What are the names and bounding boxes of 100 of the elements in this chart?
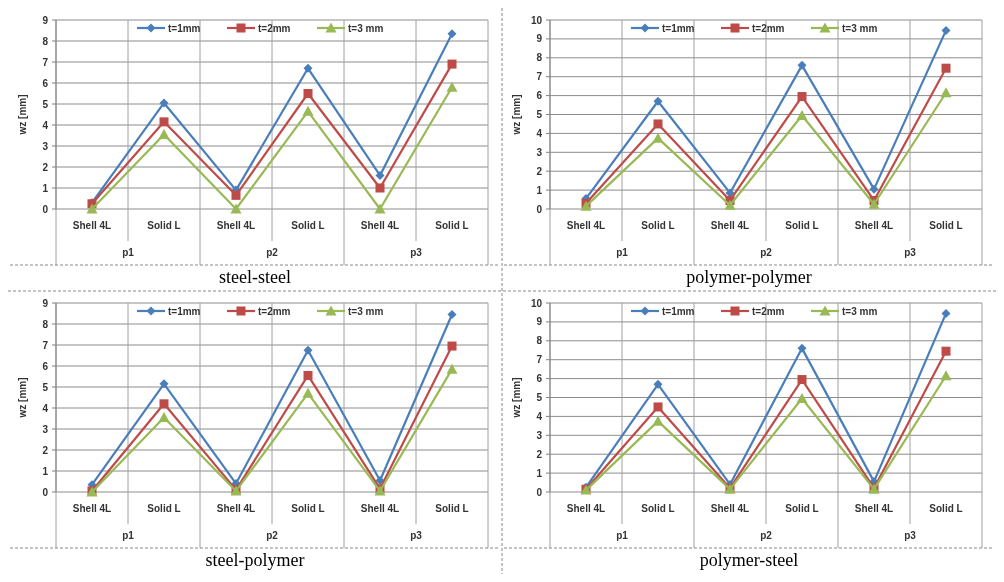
y-tick-label: 9: [536, 316, 543, 328]
y-tick-label: 5: [42, 381, 49, 393]
y-tick-label: 6: [536, 90, 543, 102]
point: [375, 170, 385, 180]
y-tick-label: 7: [536, 354, 543, 366]
point: [159, 98, 169, 108]
y-tick-label: 8: [536, 335, 543, 347]
text: p2: [266, 530, 279, 541]
text: p1: [122, 247, 135, 258]
point: [231, 190, 241, 200]
y-tick-label: 1: [536, 467, 543, 479]
legend-label: t=1mm: [662, 305, 695, 317]
point: [159, 379, 169, 389]
x-tick-label: Solid L: [785, 503, 819, 514]
point: [652, 415, 664, 426]
x-tick-label: Solid L: [785, 220, 819, 231]
point: [374, 203, 386, 214]
point: [652, 132, 664, 143]
text: p3: [904, 247, 917, 258]
point: [869, 184, 879, 194]
text: p3: [904, 530, 917, 541]
y-tick-label: 5: [536, 109, 543, 120]
point: [230, 203, 242, 214]
point: [303, 89, 313, 98]
x-tick-label: Shell 4L: [360, 503, 400, 514]
y-axis-title: wz [mm]: [511, 377, 522, 419]
x-tick-label: Shell 4L: [710, 220, 750, 231]
x-tick-label: Solid L: [641, 220, 675, 231]
legend-label: t=2mm: [752, 305, 785, 317]
text: p1: [122, 530, 135, 541]
point: [797, 343, 807, 353]
text: p2: [760, 530, 773, 541]
legend-label: t=2mm: [258, 305, 291, 317]
y-tick-label: 5: [536, 392, 543, 403]
point: [941, 346, 951, 356]
point: [159, 399, 169, 409]
y-tick-label: 4: [536, 127, 543, 139]
text: p1: [616, 530, 629, 541]
point: [303, 370, 313, 380]
point: [446, 81, 458, 92]
y-tick-label: 3: [536, 146, 543, 158]
x-tick-label: Shell 4L: [854, 503, 894, 514]
x-tick-label: Shell 4L: [72, 503, 112, 514]
y-tick-label: 8: [536, 52, 543, 64]
y-tick-label: 0: [42, 203, 49, 215]
text: steel-steel: [219, 267, 291, 287]
y-tick-label: 1: [42, 465, 49, 477]
y-tick-label: 6: [536, 373, 543, 385]
y-axis-title: wz [mm]: [17, 94, 28, 136]
y-tick-label: 5: [42, 98, 49, 110]
y-tick-label: 2: [42, 161, 49, 173]
x-tick-label: Shell 4L: [566, 220, 606, 231]
x-tick-label: Shell 4L: [710, 503, 750, 514]
x-tick-label: Shell 4L: [72, 220, 112, 231]
legend-label: t=1mm: [168, 305, 201, 317]
legend-label: t=3 mm: [842, 305, 878, 317]
y-tick-label: 9: [42, 297, 49, 309]
text: polymer-steel: [699, 550, 799, 570]
point: [653, 379, 663, 389]
y-tick-label: 3: [536, 429, 543, 441]
y-tick-label: 6: [42, 360, 49, 372]
y-tick-label: 9: [536, 33, 543, 45]
point: [653, 402, 663, 412]
y-tick-label: 9: [42, 14, 49, 26]
x-tick-label: Shell 4L: [216, 220, 256, 231]
point: [797, 92, 807, 102]
point: [940, 370, 952, 381]
point: [796, 392, 808, 403]
point: [940, 87, 952, 98]
legend-label: t=1mm: [662, 22, 695, 34]
y-tick-label: 7: [536, 71, 543, 83]
point: [797, 60, 807, 70]
point: [797, 375, 807, 385]
text: p2: [760, 247, 773, 258]
point: [447, 341, 457, 351]
y-tick-label: 4: [536, 410, 543, 422]
point: [653, 96, 663, 106]
y-tick-label: 8: [42, 318, 49, 330]
point: [941, 25, 951, 35]
text: p3: [410, 247, 423, 258]
x-tick-label: Shell 4L: [566, 503, 606, 514]
text: steel-polymer: [205, 550, 305, 570]
y-tick-label: 1: [42, 182, 49, 194]
point: [868, 198, 880, 209]
legend-label: t=1mm: [168, 22, 201, 34]
x-tick-label: Solid L: [929, 220, 963, 231]
y-tick-label: 2: [536, 448, 543, 460]
y-tick-label: 10: [530, 14, 543, 26]
legend-label: t=3 mm: [348, 22, 384, 34]
x-tick-label: Solid L: [435, 220, 469, 231]
x-tick-label: Shell 4L: [360, 220, 400, 231]
legend-label: t=2mm: [752, 22, 785, 34]
y-tick-label: 0: [42, 486, 49, 498]
text: polymer-polymer: [686, 267, 812, 287]
y-tick-label: 3: [42, 140, 49, 152]
point: [303, 63, 313, 73]
x-tick-label: Solid L: [435, 503, 469, 514]
legend-label: t=3 mm: [348, 305, 384, 317]
text: p1: [616, 247, 629, 258]
point: [302, 387, 314, 398]
